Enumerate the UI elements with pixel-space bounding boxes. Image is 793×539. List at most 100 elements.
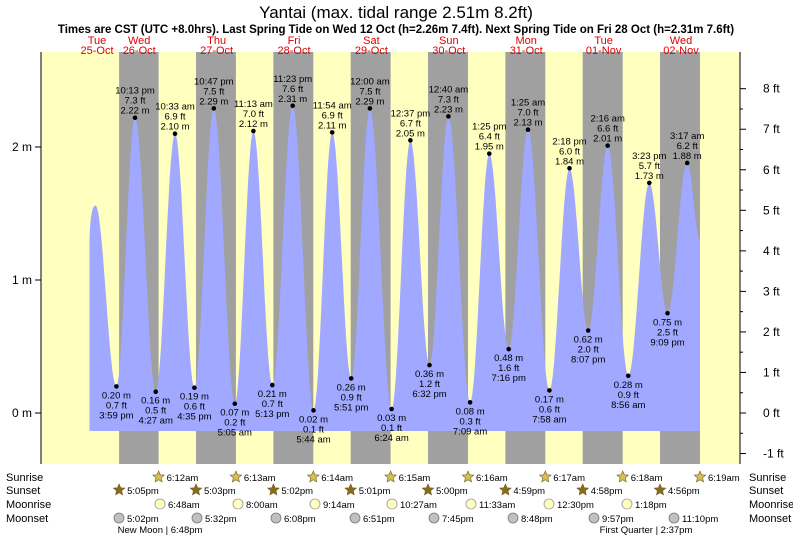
- high-tide-marker: [251, 128, 256, 134]
- moonset-icon: [428, 512, 440, 524]
- high-tide-label: 11:23 pm: [273, 74, 312, 85]
- high-tide-label: 2.13 m: [513, 118, 542, 129]
- right-tick-label: 8 ft: [763, 82, 780, 96]
- high-tide-label: 10:47 pm: [194, 76, 234, 87]
- high-tide-marker: [367, 106, 373, 111]
- high-tide-marker: [605, 143, 610, 148]
- high-tide-label: 6.9 ft: [322, 110, 343, 121]
- moonrise-row-label-right: Moonrise: [749, 499, 793, 511]
- moonset-icon: [113, 512, 125, 524]
- high-tide-marker: [172, 131, 178, 136]
- moonrise-icon: [621, 498, 633, 510]
- low-tide-label: 7:58 am: [532, 414, 566, 425]
- low-tide-marker: [467, 400, 473, 405]
- high-tide-label: 2.29 m: [199, 96, 228, 107]
- right-tick-label: 0 ft: [763, 406, 780, 420]
- high-tide-label: 12:40 am: [429, 84, 469, 95]
- sunset-time: 5:01pm: [359, 486, 391, 497]
- moonrise-time: 10:27am: [400, 500, 437, 511]
- day-date: 31-Oct: [510, 45, 543, 57]
- sunrise-time: 6:18am: [631, 473, 663, 484]
- moonrise-time: 1:18pm: [635, 500, 667, 511]
- low-tide-label: 5:13 pm: [255, 409, 289, 420]
- sunrise-row-label-right: Sunrise: [749, 472, 786, 484]
- low-tide-label: 0.3 ft: [460, 416, 481, 427]
- left-tick-label: 0 m: [12, 406, 32, 420]
- high-tide-label: 2.23 m: [434, 104, 463, 115]
- day-name: Mon: [515, 35, 536, 47]
- high-tide-label: 12:00 am: [350, 76, 390, 87]
- day-date: 29-Oct: [355, 45, 388, 57]
- low-tide-label: 0.7 ft: [262, 399, 283, 410]
- high-tide-label: 6.4 ft: [479, 132, 500, 143]
- left-tick-label: 2 m: [12, 140, 32, 154]
- moonset-icon: [507, 512, 519, 524]
- low-tide-label: 0.07 m: [220, 408, 249, 419]
- sunrise-icon: [538, 470, 552, 483]
- sunrise-icon: [616, 470, 630, 483]
- low-tide-label: 6:32 pm: [412, 389, 446, 400]
- sunset-row-label-right: Sunset: [749, 485, 783, 497]
- low-tide-marker: [506, 346, 512, 352]
- sunset-icon: [498, 483, 512, 496]
- moonset-icon: [349, 512, 361, 524]
- high-tide-label: 7.0 ft: [243, 109, 264, 120]
- day-name: Sun: [439, 35, 459, 47]
- high-tide-label: 7.0 ft: [517, 108, 538, 119]
- sunset-time: 4:56pm: [668, 486, 700, 497]
- moonrise-icon: [232, 498, 244, 510]
- day-name: Thu: [207, 35, 226, 47]
- right-tick-label: 7 ft: [763, 122, 780, 136]
- high-tide-label: 5.7 ft: [639, 161, 660, 172]
- high-tide-label: 6.7 ft: [400, 118, 421, 129]
- day-date: 01-Nov: [586, 45, 622, 57]
- moonrise-icon: [309, 498, 321, 510]
- moonrise-time: 8:00am: [246, 500, 278, 511]
- high-tide-label: 2.22 m: [120, 106, 149, 117]
- high-tide-label: 2.01 m: [593, 134, 622, 145]
- low-tide-label: 5:51 pm: [334, 402, 368, 413]
- chart-title: Yantai (max. tidal range 2.51m 8.2ft): [259, 3, 533, 22]
- sunset-icon: [344, 483, 358, 496]
- high-tide-label: 2:18 pm: [552, 136, 586, 147]
- sunset-time: 4:58pm: [591, 486, 623, 497]
- sunset-time: 5:00pm: [436, 486, 468, 497]
- moonrise-icon: [154, 498, 166, 510]
- low-tide-label: 7:09 am: [453, 426, 487, 437]
- low-tide-label: 0.9 ft: [341, 392, 362, 403]
- high-tide-label: 6.9 ft: [164, 112, 185, 123]
- moon-phase-new: New Moon | 6:48pm: [118, 525, 203, 536]
- high-tide-label: 10:13 pm: [115, 86, 155, 97]
- low-tide-marker: [114, 384, 119, 389]
- low-tide-label: 2.0 ft: [578, 345, 599, 356]
- sunset-time: 5:02pm: [281, 486, 313, 497]
- high-tide-label: 12:37 pm: [391, 108, 431, 119]
- low-tide-label: 0.1 ft: [381, 423, 402, 434]
- moonrise-row-label-left: Moonrise: [6, 499, 51, 511]
- high-tide-label: 1.95 m: [475, 142, 504, 153]
- low-tide-marker: [232, 401, 238, 406]
- day-date: 26-Oct: [123, 45, 156, 57]
- low-tide-marker: [192, 385, 197, 391]
- low-tide-marker: [626, 373, 631, 379]
- high-tide-label: 7.5 ft: [203, 86, 224, 97]
- low-tide-label: 0.75 m: [653, 317, 682, 328]
- chart-subtitle: Times are CST (UTC +8.0hrs). Last Spring…: [58, 24, 734, 36]
- sunset-time: 4:59pm: [513, 486, 545, 497]
- low-tide-label: 0.48 m: [494, 353, 523, 364]
- day-name: Tue: [594, 35, 613, 47]
- low-tide-label: 0.6 ft: [539, 404, 560, 415]
- low-tide-marker: [311, 408, 316, 413]
- low-tide-label: 8:07 pm: [571, 355, 605, 366]
- sunrise-icon: [384, 470, 398, 483]
- moonset-time: 7:45pm: [442, 514, 474, 525]
- low-tide-marker: [389, 406, 394, 412]
- moonset-icon: [588, 512, 600, 524]
- high-tide-label: 3:23 pm: [632, 151, 666, 162]
- sunrise-time: 6:14am: [321, 473, 353, 484]
- low-tide-marker: [153, 389, 158, 395]
- high-tide-marker: [446, 114, 451, 119]
- high-tide-label: 1:25 am: [511, 98, 545, 109]
- low-tide-label: 0.19 m: [180, 392, 209, 403]
- sunset-icon: [266, 483, 280, 496]
